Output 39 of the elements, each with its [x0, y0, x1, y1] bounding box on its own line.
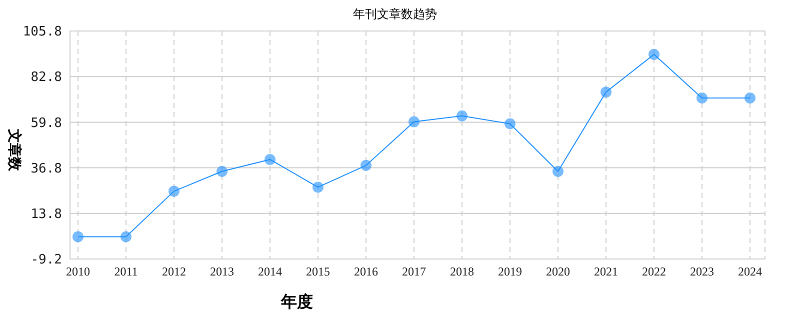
point [504, 118, 516, 130]
chart-title: 年刊文章数趋势 [352, 6, 438, 23]
x-tick-label: 2020 [546, 264, 570, 279]
x-tick-label: 2014 [258, 264, 282, 279]
point [648, 48, 660, 60]
x-tick-label: 2019 [498, 264, 522, 279]
point [360, 160, 372, 171]
y-tick-label: 105.8 [22, 24, 62, 40]
y-tick-label: 36.8 [30, 161, 62, 176]
x-tick-label: 2010 [66, 264, 90, 279]
point [696, 92, 708, 104]
y-axis-title: 文章数 [5, 129, 23, 171]
point [264, 154, 276, 165]
x-tick-label: 2015 [306, 264, 330, 279]
x-tick-label: 2017 [402, 264, 426, 279]
point [552, 166, 564, 177]
point [72, 231, 84, 242]
y-tick-label: -9.2 [30, 252, 62, 268]
point [312, 182, 324, 193]
x-tick-label: 2021 [594, 264, 618, 279]
point [216, 166, 228, 177]
point [120, 231, 132, 242]
x-tick-label: 2013 [210, 264, 234, 279]
point [744, 92, 756, 104]
y-tick-label: 59.8 [30, 116, 62, 131]
x-tick-label: 2023 [690, 264, 714, 279]
point [408, 116, 420, 128]
x-axis-title: 年度 [281, 292, 313, 313]
x-tick-label: 2016 [354, 264, 378, 279]
y-tick-label: 13.8 [30, 207, 62, 222]
y-tick-label: 82.8 [30, 70, 62, 86]
point [168, 186, 180, 197]
x-tick-label: 2024 [738, 264, 762, 279]
x-tick-label: 2022 [642, 264, 666, 279]
x-tick-label: 2012 [162, 264, 186, 279]
x-tick-label: 2018 [450, 264, 474, 279]
x-tick-label: 2011 [114, 264, 138, 279]
point [456, 110, 468, 122]
point [600, 86, 612, 98]
